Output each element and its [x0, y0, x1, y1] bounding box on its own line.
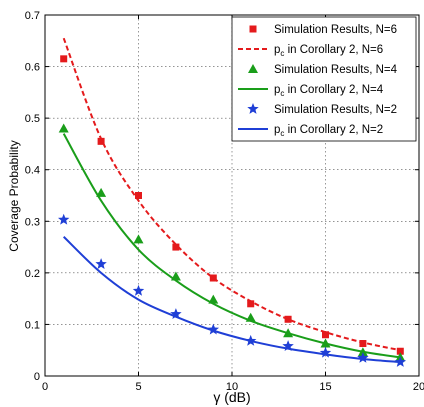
x-tick-label: 0: [42, 381, 48, 393]
legend-entry-label: Simulation Results, N=6: [274, 24, 397, 36]
y-tick-label: 0.5: [25, 113, 40, 125]
data-point: [172, 243, 180, 251]
legend-marker-sample: [248, 64, 258, 73]
legend-marker-sample: [249, 25, 257, 33]
data-point: [95, 258, 107, 269]
data-point: [359, 340, 367, 348]
data-point: [245, 312, 256, 322]
legend-box: [231, 16, 417, 142]
series-line-1: [62, 37, 401, 352]
data-point: [208, 294, 219, 304]
legend-entry-label: pc in Corollary 2, N=2: [274, 124, 383, 138]
legend-marker-sample: [247, 103, 259, 114]
y-tick-label: 0.3: [25, 216, 40, 228]
x-tick-label: 20: [413, 381, 424, 393]
series-lines: [62, 37, 401, 364]
data-point: [357, 347, 368, 357]
x-tick-label: 15: [319, 381, 331, 393]
y-tick-label: 0.6: [25, 62, 40, 74]
data-point: [58, 123, 69, 133]
y-tick-label: 0: [34, 371, 40, 383]
legend-entry-label: Simulation Results, N=4: [274, 64, 398, 76]
y-tick-label: 0.4: [25, 165, 40, 177]
series-line-5: [63, 236, 401, 364]
data-point: [60, 55, 68, 63]
data-point: [97, 137, 105, 145]
y-tick-label: 0.1: [25, 319, 40, 331]
data-point: [394, 356, 407, 367]
series-line-3: [62, 133, 401, 359]
data-point: [170, 308, 182, 319]
data-point: [135, 192, 142, 199]
plot-frame: [44, 14, 420, 377]
data-point: [209, 274, 217, 282]
data-point: [283, 328, 294, 338]
data-point: [244, 334, 257, 346]
legend: Simulation Results, N=6 pc in Corollary 2…: [231, 16, 417, 142]
legend-entry-label: Simulation Results, N=2: [274, 104, 397, 116]
x-tick-label: 10: [226, 381, 238, 393]
data-point: [320, 338, 331, 348]
data-point: [96, 187, 107, 197]
data-point: [207, 323, 220, 335]
data-point: [357, 351, 369, 363]
data-point: [322, 331, 329, 339]
tick-labels: 0 5 10 15 20 0 0.1 0.2 0.3 0.4 0.5 0.6 0.7: [25, 10, 424, 393]
data-point: [132, 284, 145, 296]
x-axis-label: γ (dB): [213, 389, 250, 405]
y-axis-label: Coverage Probability: [7, 140, 21, 251]
data-point: [396, 347, 404, 355]
series-markers: [57, 55, 407, 367]
data-point: [133, 234, 144, 244]
data-point: [170, 271, 181, 281]
data-point: [282, 340, 294, 351]
legend-entry-label: pc in Corollary 2, N=4: [274, 84, 384, 98]
data-point: [247, 300, 255, 308]
y-tick-label: 0.2: [25, 268, 40, 280]
x-tick-label: 5: [135, 381, 141, 393]
data-point: [284, 315, 292, 323]
legend-entry-label: pc in Corollary 2, N=6: [274, 44, 383, 58]
data-point: [319, 346, 332, 358]
data-point: [57, 213, 70, 225]
y-tick-label: 0.7: [25, 10, 40, 22]
